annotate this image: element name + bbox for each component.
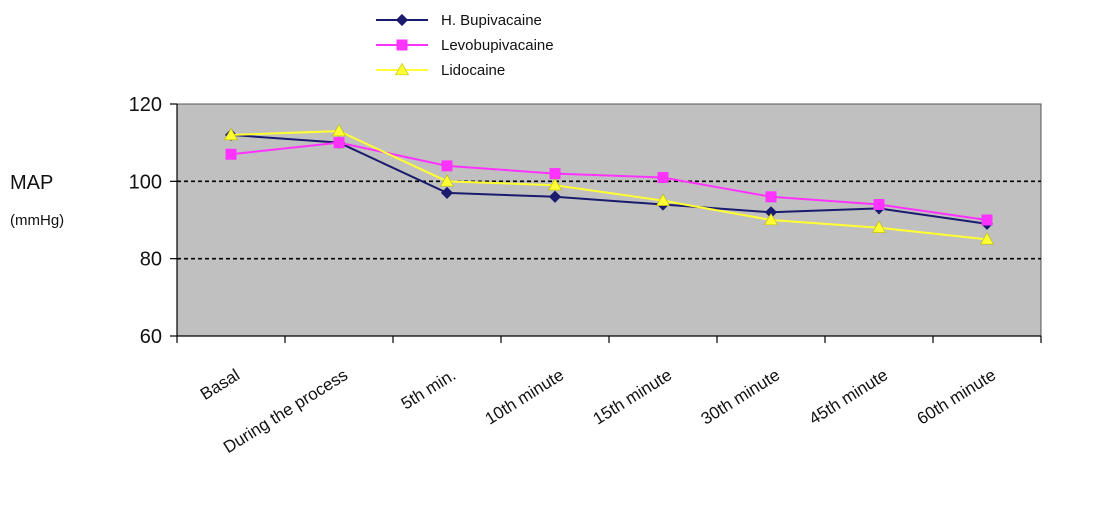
x-tick-label: 60th minute — [914, 365, 999, 428]
x-tick-label: Basal — [197, 365, 243, 404]
data-point — [223, 127, 239, 141]
y-tick-label: 60 — [140, 326, 162, 348]
series-line — [230, 133, 988, 225]
data-point — [655, 193, 671, 206]
y-tick-label: 100 — [129, 171, 162, 193]
series-line — [230, 141, 988, 221]
data-point — [547, 178, 563, 191]
series-line — [230, 130, 988, 241]
data-point — [331, 123, 347, 137]
plot-area — [176, 103, 1042, 337]
x-tick-label: 15th minute — [590, 365, 675, 428]
data-point — [548, 190, 562, 203]
legend-item: Lidocaine — [376, 62, 505, 79]
y-axis-unit-label: (mmHg) — [10, 212, 64, 229]
series-lidocaine — [223, 123, 995, 245]
legend-label: H. Bupivacaine — [441, 12, 542, 29]
data-point — [396, 39, 408, 51]
series-group — [223, 123, 995, 245]
data-point — [333, 137, 345, 149]
gridlines — [177, 180, 1041, 260]
data-point — [440, 186, 454, 199]
data-point — [394, 62, 410, 76]
data-point — [225, 148, 237, 160]
data-point — [873, 199, 885, 211]
y-tick-label: 80 — [140, 249, 162, 271]
legend-item: Levobupivacaine — [376, 37, 554, 54]
y-tick-label: 120 — [129, 94, 162, 116]
data-point — [395, 13, 409, 27]
data-point — [979, 232, 995, 245]
data-point — [981, 214, 993, 226]
data-point — [871, 220, 887, 233]
data-point — [441, 160, 453, 172]
x-tick-label: 10th minute — [482, 365, 567, 428]
data-point — [549, 168, 561, 180]
series-levobupivacaine — [225, 137, 993, 226]
y-axis-label: MAP — [10, 172, 53, 194]
data-point — [657, 171, 669, 183]
x-tick-label: 30th minute — [698, 365, 783, 428]
x-tick-label: 45th minute — [806, 365, 891, 428]
legend-label: Lidocaine — [441, 62, 505, 79]
legend-label: Levobupivacaine — [441, 37, 554, 54]
legend: H. Bupivacaine Levobupivacaine Lidocaine — [376, 12, 554, 79]
data-point — [439, 174, 455, 187]
y-axis-ticks: 60 80 100 120 — [129, 94, 177, 348]
data-point — [763, 212, 779, 226]
data-point — [765, 191, 777, 203]
x-tick-label: 5th min. — [398, 365, 459, 413]
legend-item: H. Bupivacaine — [376, 12, 542, 29]
